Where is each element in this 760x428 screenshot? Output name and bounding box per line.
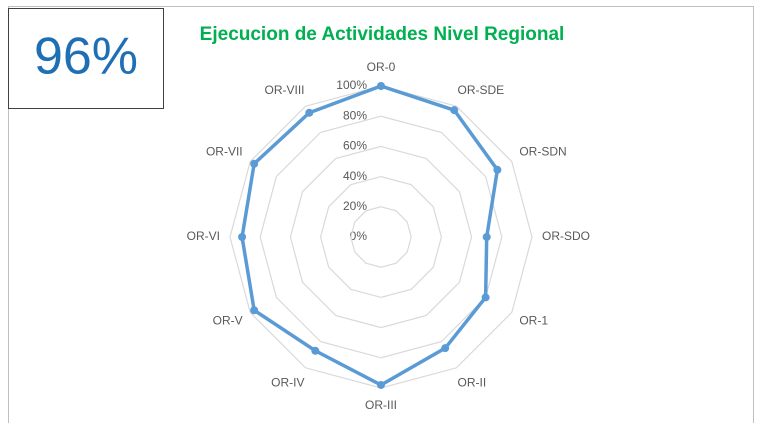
r-tick-label: 20% [343,199,367,213]
grid-ring [289,145,473,329]
chart-title: Ejecucion de Actividades Nivel Regional [200,24,565,45]
data-point [482,233,491,241]
data-point [311,346,320,355]
summary-box [8,8,164,109]
category-label: OR-1 [519,314,548,328]
r-tick-label: 80% [343,108,367,122]
category-label: OR-III [365,398,397,412]
data-point [450,106,459,115]
category-label: OR-SDE [458,83,505,97]
category-label: OR-0 [367,60,396,74]
data-point [441,344,450,353]
data-point [250,306,259,315]
data-point [377,380,385,389]
category-label: OR-VIII [264,83,304,97]
category-label: OR-SDN [519,145,566,159]
grid-ring [259,115,503,359]
data-point [305,108,314,117]
data-point [250,159,259,168]
r-tick-label: 100% [336,78,367,92]
data-point [481,293,490,302]
category-label: OR-II [458,376,487,390]
r-tick-label: 0% [350,229,368,243]
r-tick-label: 60% [343,139,367,153]
category-label: OR-V [213,314,243,328]
category-label: OR-IV [271,376,304,390]
data-point [377,82,385,90]
grid-ring [350,206,412,268]
summary-value: 96% [34,28,138,86]
data-point [238,233,247,241]
grid-ring [319,175,443,299]
data-point [493,165,502,174]
category-label: OR-VII [206,145,243,159]
category-label: OR-SDO [542,229,590,243]
category-label: OR-VI [187,229,220,243]
r-tick-label: 40% [343,169,367,183]
